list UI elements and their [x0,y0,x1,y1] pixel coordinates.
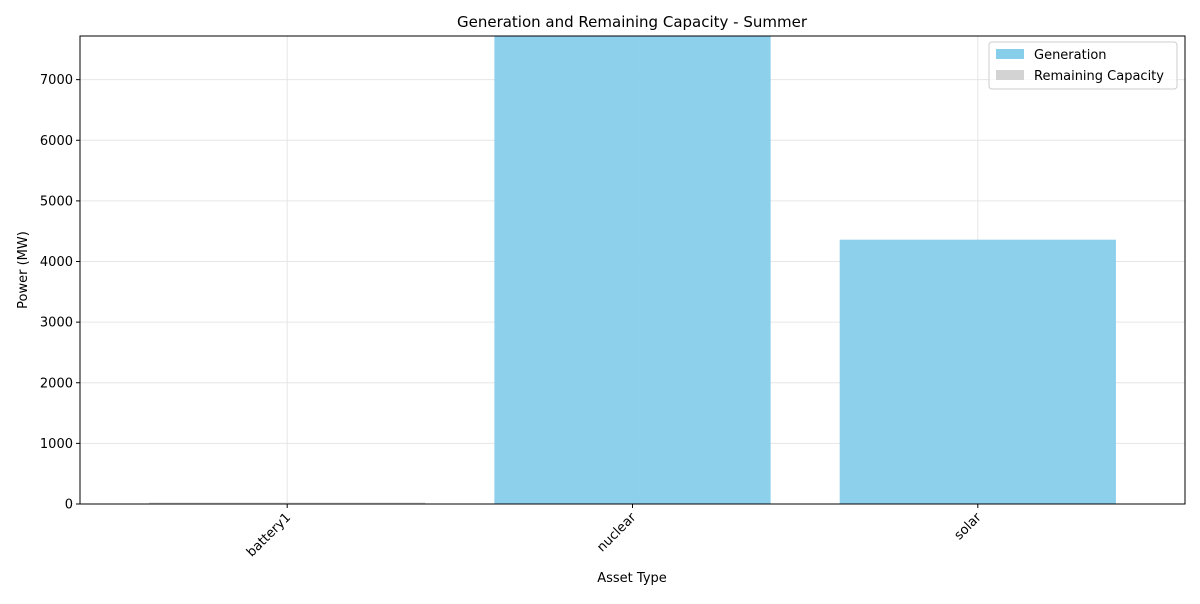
legend-label-remaining-capacity: Remaining Capacity [1034,69,1164,84]
legend-swatch-generation [996,49,1024,59]
bar-generation-solar [839,239,1116,504]
y-axis-label: Power (MW) [16,231,31,309]
x-tick-label-solar: solar [952,510,985,543]
x-axis-label: Asset Type [597,571,667,586]
y-tick-label: 1000 [40,437,73,452]
legend: Generation Remaining Capacity [988,41,1178,90]
legend-box [988,41,1178,90]
y-tick-label: 4000 [40,255,73,270]
legend-label-generation: Generation [1034,48,1107,63]
y-tick-label: 5000 [40,194,73,209]
bar-layer [149,36,1116,504]
y-tick-label: 0 [65,498,73,513]
chart-title: Generation and Remaining Capacity - Summ… [457,13,808,31]
y-tick-label: 2000 [40,376,73,391]
y-tick-label: 3000 [40,316,73,331]
bar-remaining-capacity-battery1 [149,502,426,504]
x-tick-label-battery1: battery1 [244,510,294,560]
bar-generation-nuclear [494,36,771,504]
x-tick-label-nuclear: nuclear [594,510,639,555]
y-tick-label: 7000 [40,73,73,88]
legend-swatch-remaining-capacity [996,70,1024,80]
y-tick-label: 6000 [40,134,73,149]
